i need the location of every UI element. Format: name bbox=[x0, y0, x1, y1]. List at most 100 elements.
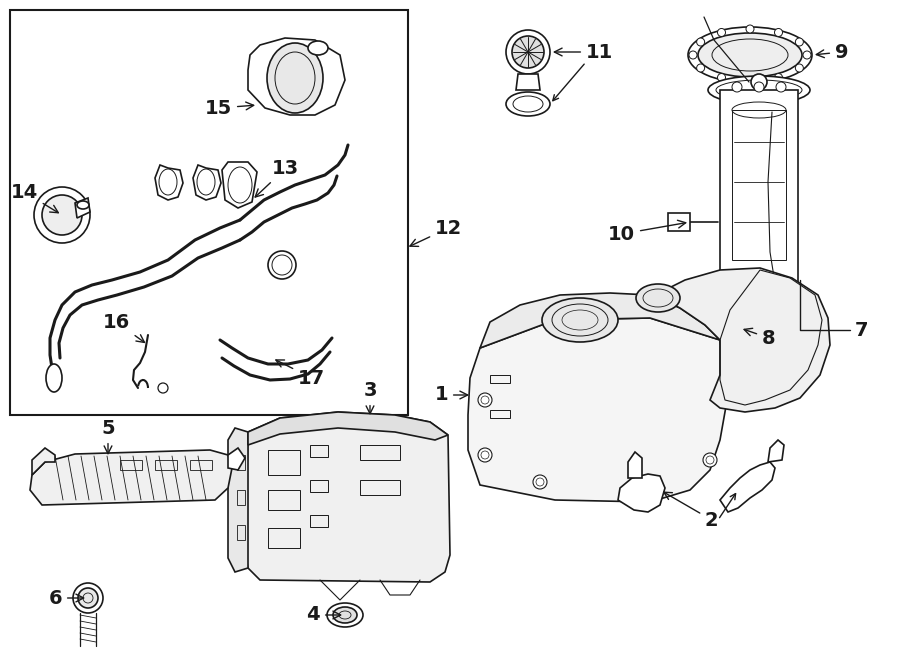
Bar bbox=[268, 528, 300, 548]
Circle shape bbox=[158, 383, 168, 393]
Circle shape bbox=[478, 393, 492, 407]
Circle shape bbox=[746, 25, 754, 33]
Ellipse shape bbox=[268, 251, 296, 279]
Circle shape bbox=[689, 51, 697, 59]
Bar bbox=[10, 10, 408, 415]
Polygon shape bbox=[468, 318, 728, 502]
Text: 6: 6 bbox=[49, 588, 84, 607]
Circle shape bbox=[643, 481, 657, 495]
Ellipse shape bbox=[327, 603, 363, 627]
Circle shape bbox=[703, 453, 717, 467]
Polygon shape bbox=[193, 165, 221, 200]
Polygon shape bbox=[222, 162, 257, 208]
Polygon shape bbox=[720, 462, 775, 512]
Bar bbox=[310, 480, 328, 492]
Text: 11: 11 bbox=[554, 42, 613, 61]
Bar bbox=[155, 460, 177, 470]
Polygon shape bbox=[516, 74, 540, 90]
Ellipse shape bbox=[34, 187, 90, 243]
Text: 8: 8 bbox=[744, 329, 776, 348]
Bar bbox=[190, 460, 212, 470]
Bar bbox=[310, 445, 328, 457]
Circle shape bbox=[746, 77, 754, 85]
Polygon shape bbox=[248, 38, 345, 115]
Polygon shape bbox=[768, 440, 784, 462]
Circle shape bbox=[73, 583, 103, 613]
Bar bbox=[490, 410, 510, 418]
Polygon shape bbox=[628, 452, 642, 478]
Bar bbox=[360, 445, 400, 460]
Bar bbox=[310, 515, 328, 527]
Circle shape bbox=[776, 82, 786, 92]
Ellipse shape bbox=[46, 364, 62, 392]
Text: 17: 17 bbox=[276, 360, 325, 387]
Text: 9: 9 bbox=[816, 42, 849, 61]
Polygon shape bbox=[32, 448, 55, 475]
Circle shape bbox=[717, 73, 725, 81]
Polygon shape bbox=[228, 428, 248, 572]
Circle shape bbox=[726, 278, 734, 286]
Ellipse shape bbox=[688, 27, 812, 83]
Polygon shape bbox=[618, 474, 665, 512]
Circle shape bbox=[697, 64, 705, 72]
Ellipse shape bbox=[77, 201, 89, 209]
Polygon shape bbox=[155, 165, 183, 200]
Bar bbox=[490, 375, 510, 383]
Text: 5: 5 bbox=[101, 419, 115, 453]
Text: 13: 13 bbox=[256, 159, 299, 197]
Circle shape bbox=[78, 588, 98, 608]
Ellipse shape bbox=[333, 607, 357, 623]
Text: 14: 14 bbox=[11, 182, 58, 213]
Text: 1: 1 bbox=[435, 385, 468, 405]
Polygon shape bbox=[668, 213, 690, 231]
Circle shape bbox=[796, 64, 804, 72]
Ellipse shape bbox=[542, 298, 618, 342]
Polygon shape bbox=[228, 448, 245, 470]
Bar bbox=[237, 525, 245, 540]
Polygon shape bbox=[655, 268, 830, 412]
Ellipse shape bbox=[42, 195, 82, 235]
Ellipse shape bbox=[698, 33, 802, 77]
Bar bbox=[237, 490, 245, 505]
Polygon shape bbox=[30, 450, 232, 505]
Text: 12: 12 bbox=[410, 219, 463, 247]
Polygon shape bbox=[248, 412, 448, 445]
Circle shape bbox=[775, 73, 782, 81]
Ellipse shape bbox=[751, 74, 767, 90]
Circle shape bbox=[533, 475, 547, 489]
Bar bbox=[732, 110, 786, 260]
Bar bbox=[720, 90, 798, 290]
Ellipse shape bbox=[267, 43, 323, 113]
Polygon shape bbox=[480, 293, 720, 348]
Ellipse shape bbox=[720, 278, 798, 302]
Bar bbox=[120, 460, 142, 470]
Text: 16: 16 bbox=[103, 313, 145, 342]
Ellipse shape bbox=[708, 76, 810, 104]
Ellipse shape bbox=[636, 284, 680, 312]
Ellipse shape bbox=[308, 41, 328, 55]
Ellipse shape bbox=[706, 311, 774, 345]
Circle shape bbox=[478, 448, 492, 462]
Text: 15: 15 bbox=[205, 98, 254, 118]
Bar bbox=[360, 480, 400, 495]
Circle shape bbox=[796, 38, 804, 46]
Ellipse shape bbox=[506, 92, 550, 116]
Circle shape bbox=[717, 28, 725, 36]
Text: 3: 3 bbox=[364, 381, 377, 414]
Circle shape bbox=[775, 28, 782, 36]
Circle shape bbox=[506, 30, 550, 74]
Text: 7: 7 bbox=[855, 321, 868, 340]
Bar bbox=[268, 450, 300, 475]
Circle shape bbox=[697, 38, 705, 46]
Polygon shape bbox=[245, 412, 450, 582]
Text: 10: 10 bbox=[608, 220, 686, 243]
Bar bbox=[268, 490, 300, 510]
Text: 2: 2 bbox=[663, 492, 718, 529]
Polygon shape bbox=[75, 198, 90, 218]
Circle shape bbox=[732, 82, 742, 92]
Circle shape bbox=[512, 36, 544, 68]
Circle shape bbox=[754, 82, 764, 92]
Bar bbox=[237, 455, 245, 470]
Circle shape bbox=[803, 51, 811, 59]
Text: 4: 4 bbox=[306, 605, 341, 625]
